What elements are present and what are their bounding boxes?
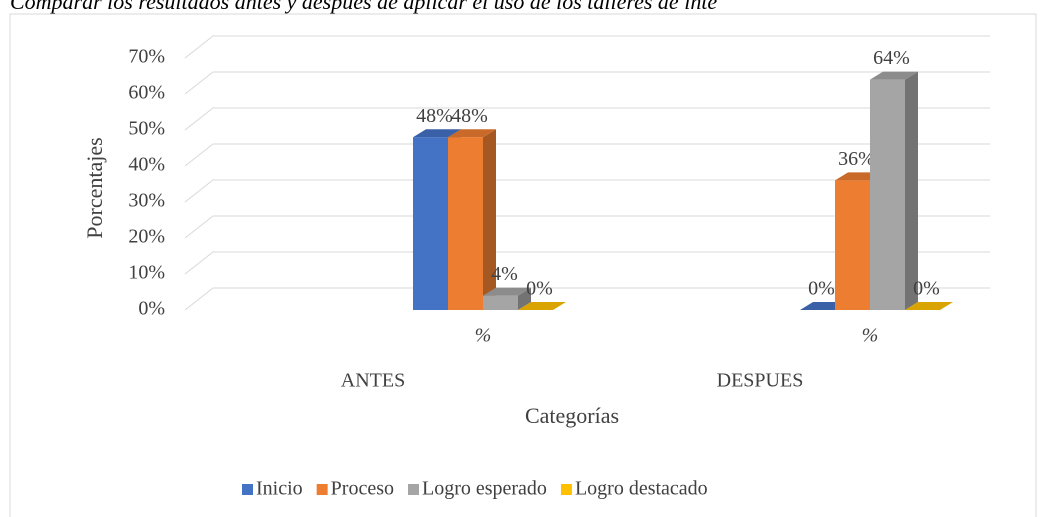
bar-top: [518, 302, 566, 310]
bar-top: [905, 302, 953, 310]
bar: [448, 129, 496, 310]
grid-line: [184, 143, 990, 167]
y-tick-label: 0%: [138, 298, 165, 320]
legend-label: Logro destacado: [575, 478, 708, 500]
grid-line: [184, 71, 990, 95]
legend-swatch: [316, 484, 328, 495]
bar-front: [835, 180, 870, 310]
bar: [870, 71, 918, 310]
bar-top: [870, 71, 918, 80]
x-subcategory-label: %: [862, 325, 879, 347]
y-tick-label: 60%: [128, 82, 165, 104]
bar-top: [413, 129, 461, 138]
data-label: 36%: [838, 148, 875, 170]
x-axis-title: Categorías: [525, 403, 619, 428]
data-label: 64%: [873, 47, 910, 69]
x-subcategory-label: %: [475, 325, 492, 347]
bar-side: [518, 287, 531, 310]
data-label: 48%: [451, 105, 488, 127]
legend-swatch: [407, 484, 419, 495]
x-tick-label: DESPUES: [717, 370, 804, 392]
y-tick-label: 70%: [128, 46, 165, 68]
bar-side: [483, 129, 496, 310]
y-axis-title: Porcentajes: [82, 137, 107, 238]
legend-swatch: [242, 484, 253, 495]
y-tick-label: 40%: [128, 154, 165, 176]
legend-label: Logro esperado: [422, 478, 547, 500]
grid-line: [184, 107, 990, 131]
grid-line: [184, 179, 990, 203]
y-tick-label: 20%: [128, 226, 165, 248]
legend-swatch: [560, 484, 572, 495]
data-label: 4%: [491, 263, 518, 285]
bar-front: [483, 295, 518, 310]
data-label: 48%: [416, 105, 453, 127]
y-tick-label: 10%: [128, 262, 165, 284]
bar-front: [448, 137, 483, 310]
bar-front: [413, 137, 448, 310]
y-tick-label: 50%: [128, 118, 165, 140]
bar-top: [483, 287, 531, 296]
grid-line: [184, 215, 990, 239]
data-label: 0%: [526, 278, 553, 300]
bar: [483, 287, 531, 310]
bar-top: [448, 129, 496, 138]
grid-line: [184, 251, 990, 275]
y-tick-label: 30%: [128, 190, 165, 212]
x-tick-label: ANTES: [341, 370, 405, 392]
grid-line: [184, 287, 990, 311]
data-label: 0%: [913, 278, 940, 300]
bar: [905, 302, 953, 310]
chart-title: Comparar los resultados antes y después …: [10, 0, 717, 14]
bar-side: [905, 71, 918, 310]
legend-label: Inicio: [256, 478, 303, 500]
bar: [518, 302, 566, 310]
data-label: 0%: [808, 278, 835, 300]
legend-label: Proceso: [331, 478, 394, 500]
bar-front: [870, 79, 905, 310]
grid-line: [184, 35, 990, 59]
